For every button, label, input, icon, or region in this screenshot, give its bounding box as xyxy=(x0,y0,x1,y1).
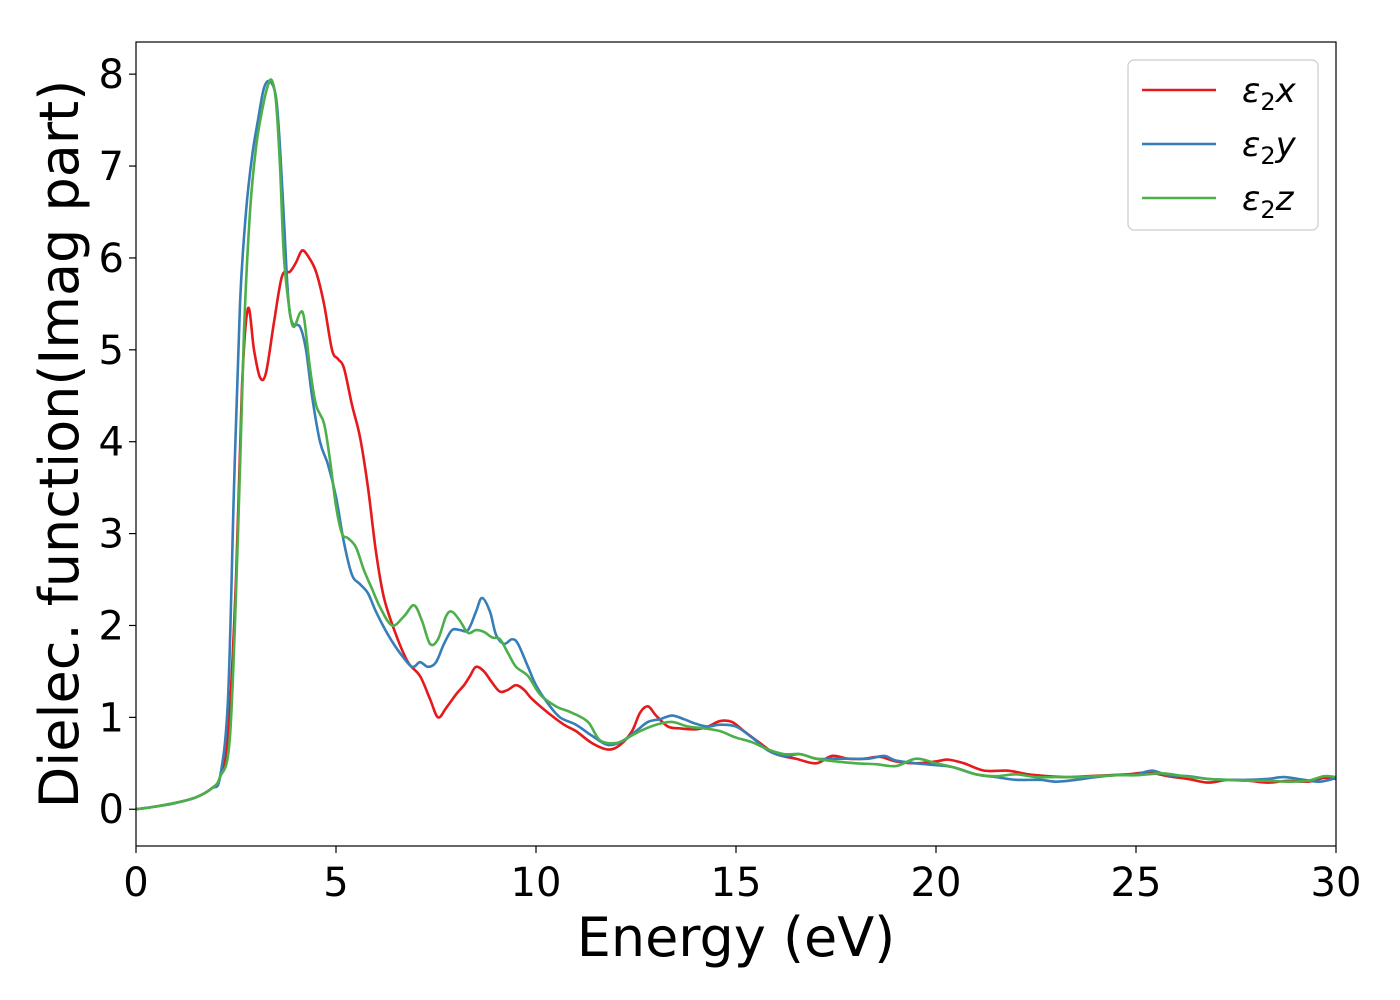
x-tick-label: 25 xyxy=(1111,860,1162,906)
series-line-z xyxy=(136,78,1336,811)
x-tick-label: 30 xyxy=(1311,860,1362,906)
y-tick-label: 8 xyxy=(99,52,124,98)
legend: ε2x ε2y ε2z xyxy=(1127,59,1319,231)
x-tick-label: 5 xyxy=(323,860,348,906)
y-tick-label: 4 xyxy=(99,420,124,466)
y-tick-label: 3 xyxy=(99,512,124,558)
x-axis-ticks: 0 5 10 15 20 25 30 xyxy=(123,846,1361,906)
legend-label-y: ε2y xyxy=(1242,125,1297,170)
y-tick-label: 2 xyxy=(99,603,124,649)
x-tick-label: 15 xyxy=(711,860,762,906)
y-axis-label: Dielec. function(Imag part) xyxy=(28,80,91,809)
y-tick-label: 1 xyxy=(99,695,124,741)
x-axis-label: Energy (eV) xyxy=(577,906,896,969)
x-tick-label: 10 xyxy=(511,860,562,906)
y-tick-label: 5 xyxy=(99,328,124,374)
legend-box xyxy=(1127,59,1319,231)
legend-label-z: ε2z xyxy=(1242,179,1295,224)
series-layer xyxy=(136,78,1336,811)
y-tick-label: 7 xyxy=(99,144,124,190)
x-tick-label: 0 xyxy=(123,860,148,906)
x-tick-label: 20 xyxy=(911,860,962,906)
y-tick-label: 6 xyxy=(99,236,124,282)
legend-label-x: ε2x xyxy=(1242,71,1297,116)
series-line-x xyxy=(136,249,1336,811)
y-tick-label: 0 xyxy=(99,787,124,833)
y-axis-ticks: 0 1 2 3 4 5 6 7 8 xyxy=(99,52,136,833)
